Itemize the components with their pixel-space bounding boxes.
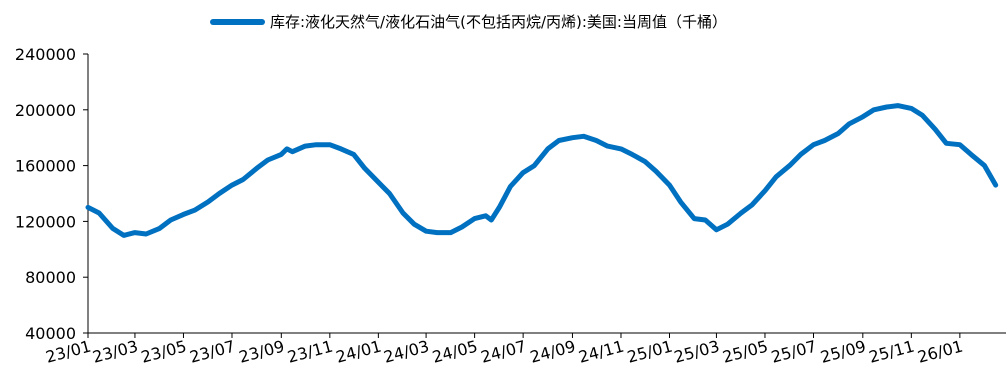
x-tick-label: 25/05 xyxy=(721,337,770,367)
x-tick-label: 24/01 xyxy=(334,337,383,367)
x-tick-label: 24/11 xyxy=(577,337,626,367)
legend-label: 库存:液化天然气/液化石油气(不包括丙烷/丙烯):美国:当周值（千桶） xyxy=(270,13,727,31)
y-tick-label: 40000 xyxy=(25,324,76,343)
x-tick-label: 26/01 xyxy=(915,337,964,367)
x-tick-label: 25/03 xyxy=(672,337,721,367)
x-tick-label: 23/09 xyxy=(237,337,286,367)
x-tick-label: 24/07 xyxy=(479,337,528,367)
y-tick-label: 160000 xyxy=(15,157,76,176)
y-axis: 40000 80000 120000 160000 200000 240000 xyxy=(15,45,89,343)
x-tick-label: 25/07 xyxy=(769,337,818,367)
y-tick-label: 120000 xyxy=(15,212,76,231)
x-tick-label: 25/11 xyxy=(867,337,916,367)
x-tick-label: 24/09 xyxy=(528,337,577,367)
y-tick-label: 200000 xyxy=(15,101,76,120)
y-tick-label: 80000 xyxy=(25,268,76,287)
series-line xyxy=(85,103,999,238)
legend: 库存:液化天然气/液化石油气(不包括丙烷/丙烯):美国:当周值（千桶） xyxy=(210,13,727,31)
x-tick-label: 23/05 xyxy=(139,337,188,367)
x-tick-label: 25/01 xyxy=(625,337,674,367)
x-tick-label: 23/07 xyxy=(188,337,237,367)
x-tick-label: 23/03 xyxy=(91,337,140,367)
y-tick-label: 240000 xyxy=(15,45,76,64)
series-layer xyxy=(85,103,999,238)
x-tick-label: 23/11 xyxy=(285,337,334,367)
x-tick-label: 24/03 xyxy=(382,337,431,367)
x-tick-label: 25/09 xyxy=(818,337,867,367)
x-tick-label: 24/05 xyxy=(430,337,479,367)
